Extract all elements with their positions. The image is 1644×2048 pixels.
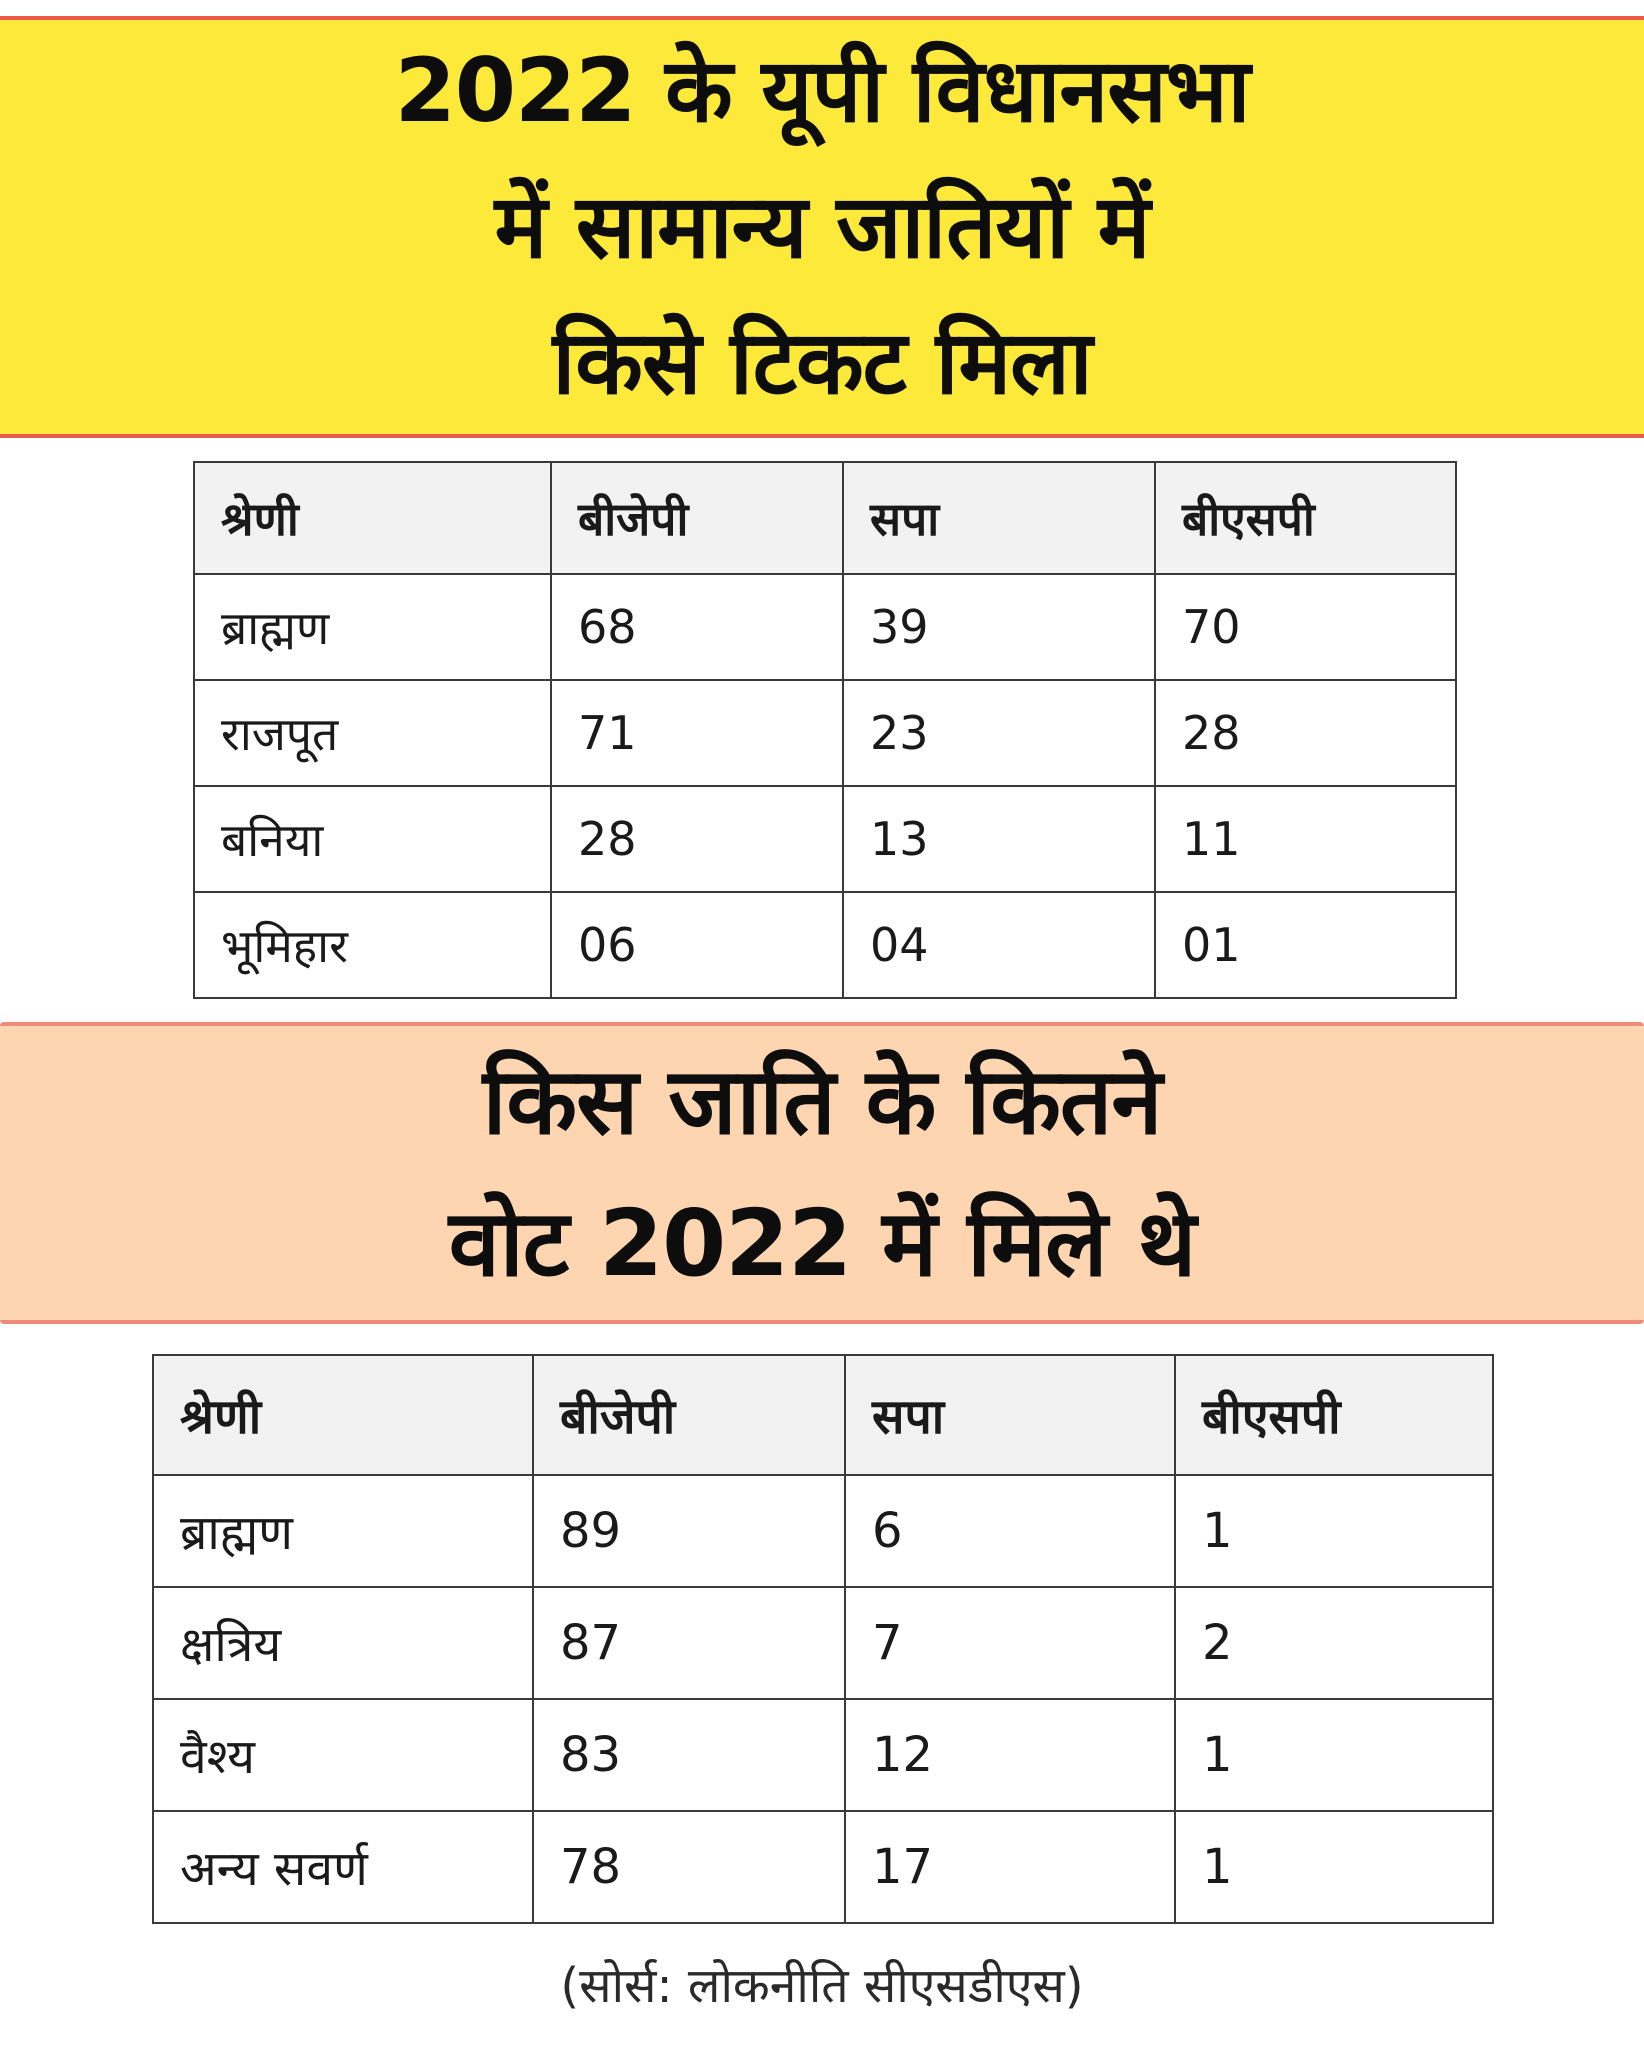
cell-bjp: 06	[550, 891, 844, 999]
vote-share-table: श्रेणी बीजेपी सपा बीएसपी ब्राह्मण 89 6 1…	[152, 1354, 1494, 1924]
table-header-row: श्रेणी बीजेपी सपा बीएसपी	[152, 1354, 1494, 1476]
cell-bjp: 28	[550, 785, 844, 893]
ticket-distribution-table: श्रेणी बीजेपी सपा बीएसपी ब्राह्मण 68 39 …	[193, 461, 1457, 999]
cell-bsp: 28	[1154, 679, 1457, 787]
table-row: वैश्य 83 12 1	[152, 1698, 1494, 1812]
cell-bjp: 89	[532, 1474, 846, 1588]
table-row: ब्राह्मण 89 6 1	[152, 1474, 1494, 1588]
cell-category: वैश्य	[152, 1698, 534, 1812]
cell-sp: 6	[844, 1474, 1176, 1588]
cell-sp: 13	[842, 785, 1156, 893]
table-header-row: श्रेणी बीजेपी सपा बीएसपी	[193, 461, 1457, 575]
cell-bjp: 87	[532, 1586, 846, 1700]
cell-bsp: 01	[1154, 891, 1457, 999]
banner-title-line: में सामान्य जातियों में	[494, 175, 1151, 278]
header-sp: सपा	[842, 461, 1156, 575]
cell-bsp: 1	[1174, 1698, 1494, 1812]
cell-bsp: 1	[1174, 1810, 1494, 1924]
cell-sp: 04	[842, 891, 1156, 999]
cell-sp: 7	[844, 1586, 1176, 1700]
header-bjp: बीजेपी	[532, 1354, 846, 1476]
banner-title-line: किस जाति के कितने	[482, 1048, 1163, 1155]
cell-sp: 17	[844, 1810, 1176, 1924]
vote-share-banner: किस जाति के कितने वोट 2022 में मिले थे	[0, 1022, 1644, 1324]
table-row: राजपूत 71 23 28	[193, 679, 1457, 787]
banner-title-line: 2022 के यूपी विधानसभा	[394, 39, 1251, 142]
table-row: अन्य सवर्ण 78 17 1	[152, 1810, 1494, 1924]
header-category: श्रेणी	[193, 461, 552, 575]
cell-category: ब्राह्मण	[152, 1474, 534, 1588]
cell-bsp: 70	[1154, 573, 1457, 681]
cell-category: भूमिहार	[193, 891, 552, 999]
header-bsp: बीएसपी	[1154, 461, 1457, 575]
banner-title-line: वोट 2022 में मिले थे	[448, 1190, 1197, 1297]
cell-bsp: 1	[1174, 1474, 1494, 1588]
cell-bjp: 68	[550, 573, 844, 681]
ticket-distribution-banner: 2022 के यूपी विधानसभा में सामान्य जातियो…	[0, 16, 1644, 438]
cell-category: क्षत्रिय	[152, 1586, 534, 1700]
cell-sp: 39	[842, 573, 1156, 681]
table-row: ब्राह्मण 68 39 70	[193, 573, 1457, 681]
cell-category: राजपूत	[193, 679, 552, 787]
banner-title-line: किसे टिकट मिला	[552, 311, 1092, 414]
cell-bjp: 71	[550, 679, 844, 787]
cell-sp: 23	[842, 679, 1156, 787]
cell-category: बनिया	[193, 785, 552, 893]
header-bjp: बीजेपी	[550, 461, 844, 575]
cell-sp: 12	[844, 1698, 1176, 1812]
table-row: बनिया 28 13 11	[193, 785, 1457, 893]
header-bsp: बीएसपी	[1174, 1354, 1494, 1476]
cell-category: ब्राह्मण	[193, 573, 552, 681]
table-row: क्षत्रिय 87 7 2	[152, 1586, 1494, 1700]
header-sp: सपा	[844, 1354, 1176, 1476]
cell-bsp: 11	[1154, 785, 1457, 893]
cell-bjp: 83	[532, 1698, 846, 1812]
cell-category: अन्य सवर्ण	[152, 1810, 534, 1924]
table-row: भूमिहार 06 04 01	[193, 891, 1457, 999]
source-credit: (सोर्स: लोकनीति सीएसडीएस)	[560, 1958, 1084, 2014]
header-category: श्रेणी	[152, 1354, 534, 1476]
cell-bsp: 2	[1174, 1586, 1494, 1700]
cell-bjp: 78	[532, 1810, 846, 1924]
